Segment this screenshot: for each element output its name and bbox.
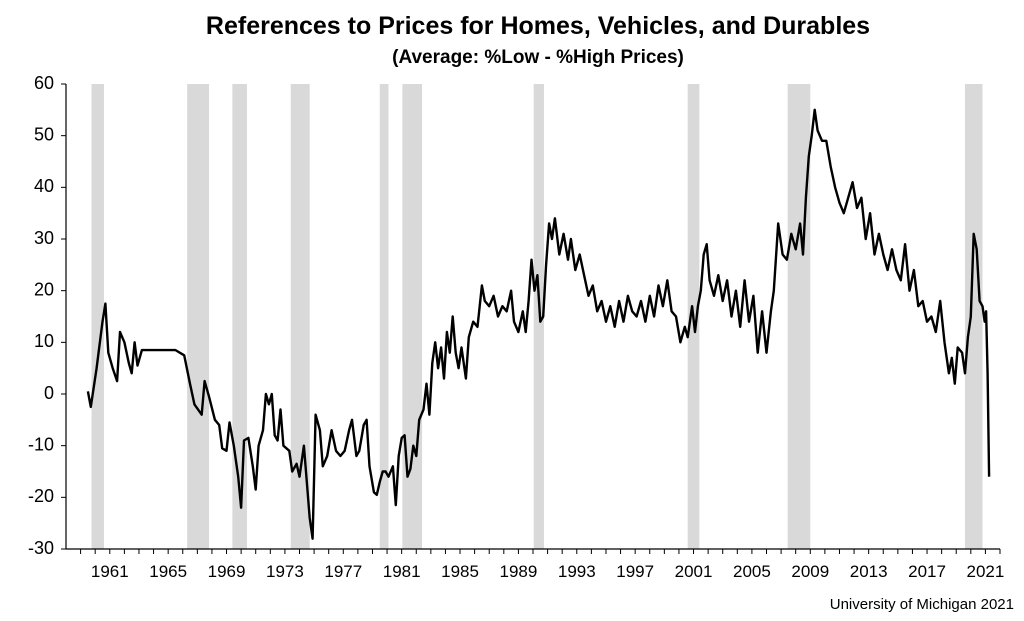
series-line [86,108,991,540]
x-tick-label: 2021 [966,562,1004,581]
x-tick-label: 1981 [383,562,421,581]
recession-band [379,84,389,549]
x-tick-label: 2013 [850,562,888,581]
chart-title: References to Prices for Homes, Vehicles… [205,12,871,40]
y-tick-label: 10 [34,331,54,351]
recession-band [964,84,983,549]
recession-band [232,84,247,549]
y-tick-label: -20 [28,486,54,506]
y-tick-label: 60 [34,73,54,93]
data-series [86,108,991,540]
y-tick-label: 0 [44,383,54,403]
y-tick-label: -10 [28,434,54,454]
y-tick-label: 30 [34,228,54,248]
y-axis-ticks: 60 50 40 30 20 10 0 -10 -20 -30 [28,73,66,558]
x-tick-label: 1989 [499,562,537,581]
x-tick-label: 2009 [791,562,829,581]
recession-band [290,84,310,549]
y-tick-label: 50 [34,124,54,144]
x-tick-label: 1985 [441,562,479,581]
x-tick-label: 1969 [208,562,246,581]
x-tick-label: 1977 [324,562,362,581]
x-tick-label: 1993 [558,562,596,581]
recession-band [91,84,104,549]
source-credit: University of Michigan 2021 [829,596,1014,613]
x-tick-label: 2017 [908,562,946,581]
x-tick-label: 1973 [266,562,304,581]
recession-band [187,84,210,549]
y-tick-label: 20 [34,279,54,299]
x-tick-label: 1961 [91,562,129,581]
y-tick-label: -30 [28,538,54,558]
x-tick-label: 1965 [149,562,187,581]
x-tick-label: 2001 [675,562,713,581]
x-tick-label: 1997 [616,562,654,581]
x-axis-ticks: 1961 1965 1969 1973 1977 1981 1985 1989 1993 1997… [80,549,1004,581]
x-tick-label: 2005 [733,562,771,581]
recession-bands [91,84,983,549]
chart-subtitle: (Average: %Low - %High Prices) [392,47,684,68]
y-tick-label: 40 [34,176,54,196]
recession-band [402,84,423,549]
recession-band [787,84,811,549]
